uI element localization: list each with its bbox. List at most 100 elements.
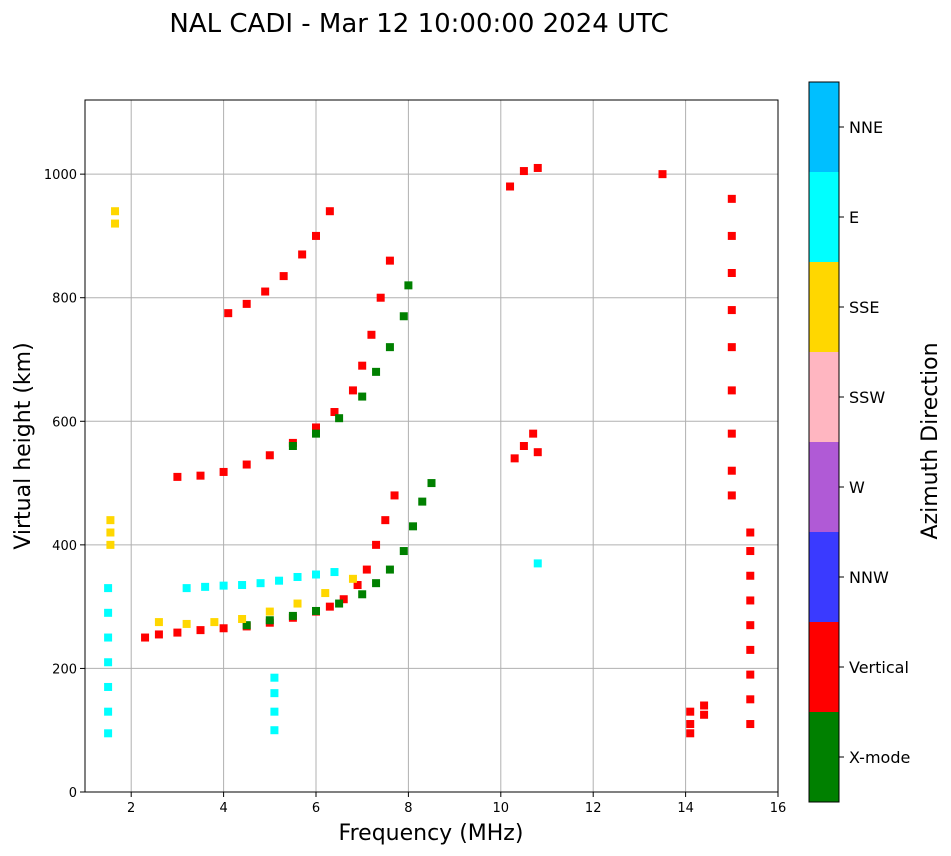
data-point [418,497,427,506]
data-point [182,584,191,593]
x-axis-ticks: 2 4 6 8 10 12 14 16 [127,792,786,816]
data-point [372,367,381,376]
chart-title: NAL CADI - Mar 12 10:00:00 2024 UTC [169,9,668,39]
data-point [427,479,436,488]
data-point [312,606,320,615]
data-point [353,581,362,590]
data-point [390,491,399,500]
data-point [242,460,251,469]
series-14-mhz-cluster [658,170,709,738]
x-tick-label: 14 [677,801,694,816]
data-point [210,618,219,627]
data-point [173,628,182,637]
colorbar-label: SSW [849,388,885,407]
series-e-echoes [182,568,339,593]
series-10-5-mhz-cluster [506,163,542,463]
data-point [404,281,413,290]
data-point [348,574,357,583]
colorbar-segment-vertical [809,622,839,712]
data-point [270,673,279,682]
data-point [746,528,755,537]
colorbar-segment-nnw [809,532,839,622]
data-point [746,695,755,704]
data-point [335,599,344,608]
data-point [154,630,163,639]
data-point [727,491,736,500]
colorbar-title: Azimuth Direction [918,342,943,539]
data-point [288,611,297,620]
series-x-mode-f-trace [242,479,436,630]
data-point [686,720,695,729]
data-point [104,729,113,738]
data-point [111,207,120,216]
data-point [270,707,279,716]
data-point [106,540,115,549]
colorbar-label: NNE [849,118,883,137]
data-point [727,306,736,315]
colorbar-segment-sse [809,262,839,352]
data-point [325,602,334,611]
data-point [409,522,418,531]
data-point [372,540,381,549]
data-point [533,448,542,457]
y-tick-label: 0 [69,786,77,801]
y-tick-label: 600 [52,415,77,430]
series-third-hop-vertical [224,207,334,318]
data-point [106,516,115,525]
x-axis-label: Frequency (MHz) [339,821,524,846]
y-tick-label: 400 [52,539,77,554]
data-point [700,701,709,710]
data-point [104,608,113,617]
colorbar: X-mode Vertical NNW W SSW SSE E NNE [808,81,910,803]
colorbar-label: Vertical [849,658,909,677]
data-point [312,570,320,579]
data-point [321,589,330,598]
data-point [201,582,210,591]
data-point [104,584,113,593]
data-point [385,256,394,265]
data-point [275,576,284,585]
series-low-frequency-sse [106,207,120,549]
data-point [312,423,320,432]
data-point [339,595,348,604]
colorbar-label: W [849,478,865,497]
data-point [727,269,736,277]
data-point [362,565,371,574]
data-point [727,194,736,203]
y-tick-label: 800 [52,292,77,307]
data-point [746,720,755,729]
data-point [242,299,251,308]
data-point [376,293,385,302]
data-point [173,472,182,481]
data-point [265,607,274,616]
data-point [265,616,274,625]
data-point [111,219,120,228]
data-point [372,579,381,588]
y-tick-label: 200 [52,662,77,677]
data-point [298,250,307,259]
colorbar-segment-nne [809,82,839,172]
colorbar-label: NNW [849,568,889,587]
y-axis-ticks: 0 200 400 600 800 1000 [44,168,85,801]
colorbar-label: SSE [849,298,879,317]
data-point [399,312,408,321]
data-point [727,231,736,240]
data-point [358,361,367,370]
data-point [529,429,538,438]
data-point [293,599,302,608]
data-point [381,516,390,525]
series-isolated-e [270,559,542,735]
x-tick-label: 16 [770,801,787,816]
data-point [700,710,709,719]
data-point [312,231,320,240]
data-point [746,670,755,679]
x-tick-label: 6 [312,801,320,816]
data-point [335,414,344,423]
data-point [746,645,755,654]
data-point [104,707,113,716]
colorbar-segment-e [809,172,839,262]
data-point [658,170,667,179]
data-point [746,596,755,605]
series-second-hop-vertical [173,256,394,481]
